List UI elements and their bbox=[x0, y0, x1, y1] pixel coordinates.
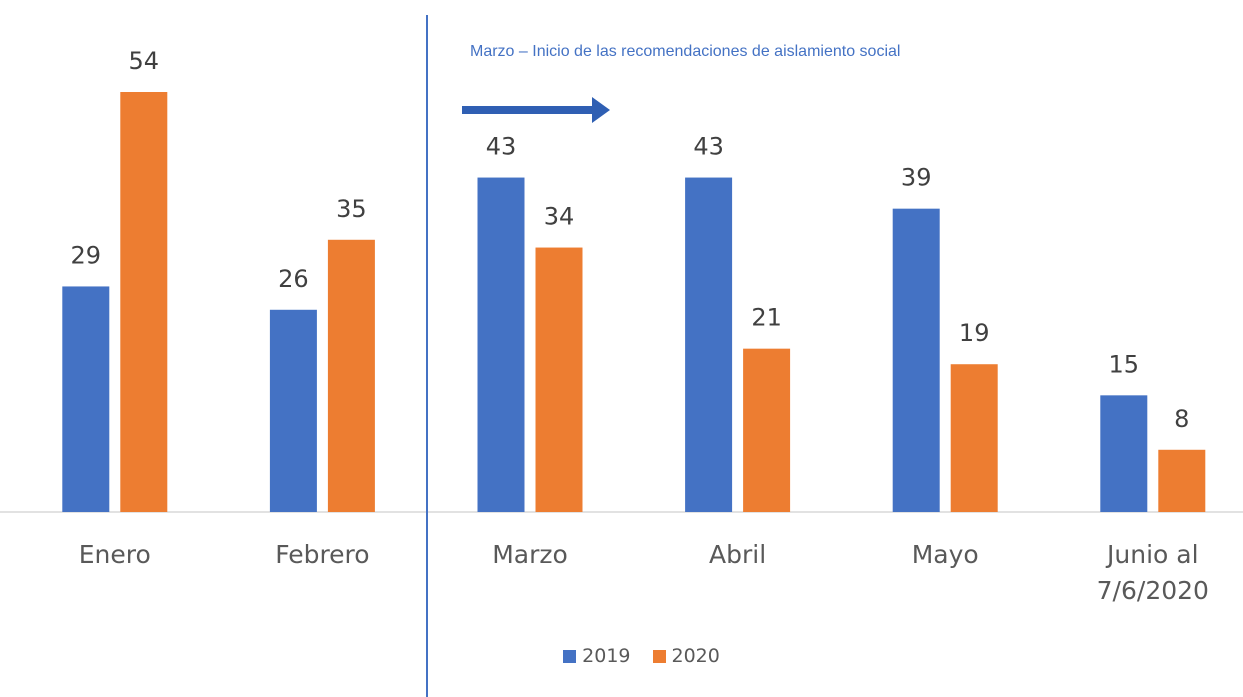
bar bbox=[535, 247, 583, 513]
bar bbox=[269, 309, 317, 512]
data-label: 54 bbox=[129, 47, 160, 75]
bar bbox=[62, 286, 110, 512]
bar bbox=[743, 348, 791, 512]
data-label: 21 bbox=[751, 304, 782, 332]
legend-label: 2020 bbox=[671, 645, 720, 667]
data-label: 15 bbox=[1109, 350, 1140, 378]
legend-item: 2019 bbox=[563, 645, 631, 667]
bar bbox=[1158, 449, 1206, 512]
bar bbox=[120, 92, 168, 512]
x-tick-label: Junio al 7/6/2020 bbox=[1096, 540, 1209, 605]
bar bbox=[327, 239, 375, 512]
bar bbox=[892, 208, 940, 512]
x-tick-label: Marzo bbox=[492, 540, 568, 569]
annotation: Marzo – Inicio de las recomendaciones de… bbox=[470, 43, 901, 60]
x-tick-label: Enero bbox=[78, 540, 151, 569]
data-label: 8 bbox=[1174, 405, 1189, 433]
bar bbox=[685, 177, 733, 513]
data-label: 26 bbox=[278, 265, 309, 293]
x-tick-label: Febrero bbox=[275, 540, 370, 569]
arrow bbox=[462, 97, 610, 123]
data-label: 43 bbox=[693, 133, 724, 161]
x-tick-label: Mayo bbox=[911, 540, 979, 569]
legend-swatch bbox=[563, 649, 577, 663]
data-label: 43 bbox=[486, 133, 517, 161]
x-tick-label: Abril bbox=[709, 540, 767, 569]
legend: 2019 2020 bbox=[0, 645, 1243, 667]
bar bbox=[477, 177, 525, 513]
bar bbox=[1100, 395, 1148, 512]
legend-swatch bbox=[652, 649, 666, 663]
data-label: 39 bbox=[901, 164, 932, 192]
data-label: 35 bbox=[336, 195, 367, 223]
bar bbox=[950, 364, 998, 512]
legend-label: 2019 bbox=[582, 645, 631, 667]
legend-item: 2020 bbox=[652, 645, 720, 667]
data-label: 19 bbox=[959, 319, 990, 347]
data-label: 29 bbox=[71, 241, 102, 269]
data-label: 34 bbox=[544, 203, 575, 231]
